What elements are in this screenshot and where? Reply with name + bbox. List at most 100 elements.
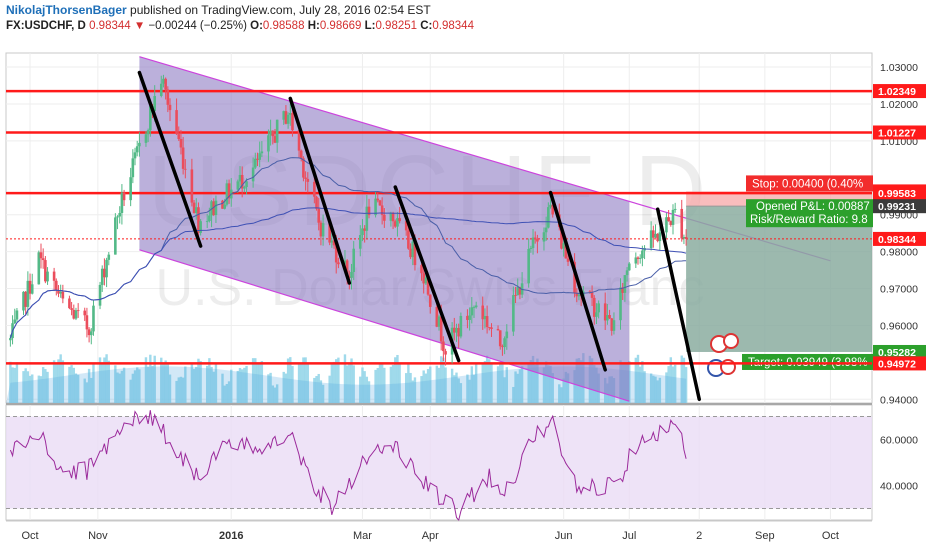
- candle-body: [672, 210, 675, 225]
- candle-body: [252, 168, 255, 182]
- candle-body: [261, 151, 264, 153]
- price-label: 1.02349: [878, 86, 916, 98]
- candle-body: [545, 228, 548, 233]
- candle-body: [534, 238, 537, 239]
- candle-body: [276, 120, 279, 143]
- candle-body: [317, 209, 320, 223]
- x-tick-label: Oct: [21, 530, 38, 542]
- candle-body: [442, 341, 445, 351]
- y-tick-label: 0.94000: [880, 394, 918, 406]
- x-tick-label: Jul: [622, 530, 636, 542]
- rsi-band: [6, 417, 872, 509]
- candle-body: [499, 330, 502, 346]
- x-tick-label: 2016: [219, 530, 243, 542]
- candle-body: [75, 310, 78, 318]
- candle-body: [383, 215, 386, 221]
- candle-body: [40, 252, 43, 258]
- candle-body: [304, 178, 307, 179]
- candle-body: [595, 312, 598, 316]
- candle-body: [191, 169, 194, 202]
- candle-body: [147, 130, 150, 134]
- candle-body: [134, 152, 137, 158]
- candle-body: [680, 209, 683, 239]
- candle-body: [475, 305, 478, 307]
- candle-body: [287, 115, 290, 124]
- candle-body: [626, 270, 629, 275]
- candle-body: [503, 338, 506, 347]
- candle-body: [90, 331, 93, 335]
- candle-body: [613, 320, 616, 331]
- candle-body: [659, 232, 662, 241]
- x-tick-label: Apr: [422, 530, 439, 542]
- candle-body: [180, 139, 183, 148]
- candle-body: [300, 151, 303, 159]
- candle-body: [129, 177, 132, 200]
- candle-body: [473, 307, 476, 308]
- candle-body: [543, 232, 546, 241]
- candle-body: [291, 113, 294, 130]
- candle-body: [136, 146, 139, 152]
- event-flag-icon: [721, 360, 735, 374]
- rsi-tick-label: 40.0000: [880, 481, 918, 493]
- candle-body: [105, 260, 108, 277]
- x-tick-label: Oct: [822, 530, 839, 542]
- candle-body: [536, 239, 539, 241]
- candle-body: [237, 181, 240, 189]
- candle-body: [532, 238, 535, 248]
- candle-body: [505, 332, 508, 339]
- event-flag-icon: [724, 334, 738, 348]
- candle-body: [132, 158, 135, 177]
- candle-body: [486, 316, 489, 327]
- candle-body: [215, 201, 218, 215]
- candle-body: [567, 258, 570, 261]
- candle-body: [468, 315, 471, 320]
- candle-body: [243, 187, 246, 188]
- candle-body: [164, 79, 167, 90]
- candle-body: [31, 284, 34, 293]
- candle-body: [184, 169, 187, 170]
- candle-body: [223, 205, 226, 209]
- candle-body: [429, 295, 432, 307]
- candle-body: [160, 84, 163, 96]
- candle-body: [145, 134, 148, 143]
- y-tick-label: 0.97000: [880, 284, 918, 296]
- x-tick-label: Mar: [353, 530, 372, 542]
- candle-body: [398, 218, 401, 221]
- candle-body: [444, 351, 447, 354]
- candle-body: [376, 199, 379, 201]
- candle-body: [667, 217, 670, 221]
- candle-body: [245, 181, 248, 187]
- candle-body: [70, 308, 73, 310]
- candle-body: [53, 272, 56, 281]
- candle-body: [597, 303, 600, 312]
- candle-body: [46, 272, 49, 282]
- candle-body: [368, 207, 371, 215]
- candle-body: [460, 316, 463, 337]
- candle-body: [315, 197, 318, 209]
- candle-body: [608, 315, 611, 318]
- candle-body: [547, 207, 550, 227]
- price-label: 0.99231: [878, 201, 916, 213]
- candle-body: [641, 251, 644, 259]
- candle-body: [337, 262, 340, 264]
- candle-body: [624, 275, 627, 293]
- candle-body: [407, 230, 410, 248]
- x-tick-label: Jun: [555, 530, 573, 542]
- x-tick-label: Sep: [755, 530, 775, 542]
- candle-body: [352, 249, 355, 272]
- candle-body: [374, 199, 377, 216]
- candle-body: [497, 329, 500, 330]
- candle-body: [16, 310, 19, 319]
- candle-body: [392, 214, 395, 222]
- price-label: 1.01227: [878, 127, 916, 139]
- x-tick-label: 2: [696, 530, 702, 542]
- candle-body: [62, 292, 65, 299]
- y-tick-label: 0.98000: [880, 247, 918, 259]
- candle-body: [175, 110, 178, 134]
- rr-label: Risk/Reward Ratio: 9.8: [750, 214, 868, 226]
- candle-body: [639, 258, 642, 259]
- candle-body: [254, 159, 257, 168]
- candle-body: [116, 216, 119, 217]
